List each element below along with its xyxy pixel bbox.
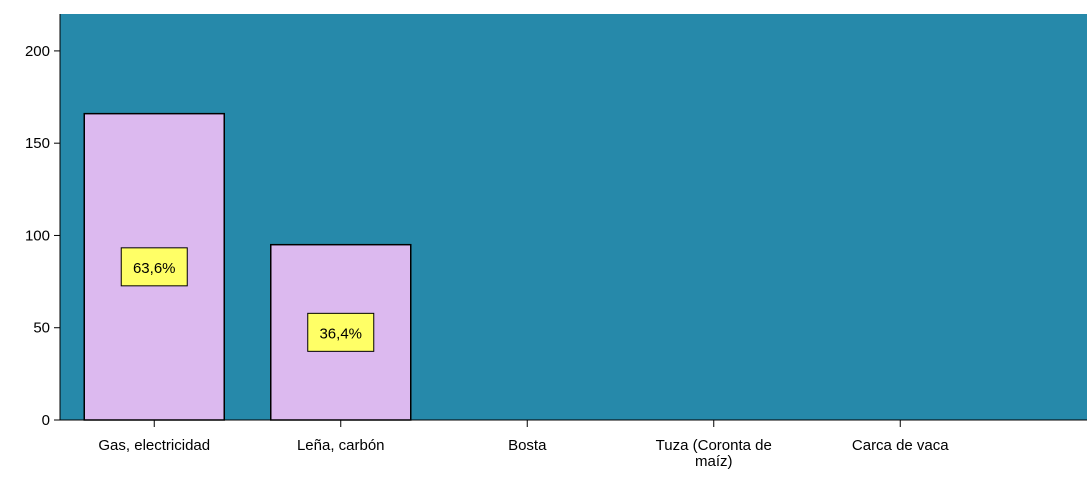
x-tick-label: Leña, carbón xyxy=(297,437,385,454)
y-axis: 0 50 100 150 200 xyxy=(25,14,61,429)
data-label: 36,4% xyxy=(319,325,362,342)
x-tick-label: Tuza (Coronta de maíz) xyxy=(656,437,772,470)
data-label-box xyxy=(307,312,375,352)
plot-area xyxy=(60,14,1087,420)
y-tick-label: 100 xyxy=(25,227,50,244)
y-tick-label: 0 xyxy=(42,412,50,429)
y-tick-label: 150 xyxy=(25,135,50,152)
data-label-box xyxy=(120,247,188,287)
y-tick-label: 200 xyxy=(25,43,50,60)
x-tick-label: Bosta xyxy=(508,437,547,454)
x-tick-label: Gas, electricidad xyxy=(98,437,210,454)
y-tick-label: 50 xyxy=(33,320,50,337)
x-axis: Gas, electricidad Leña, carbón Bosta Tuza (… xyxy=(60,419,1087,470)
data-labels-group: 63,6% 36,4% xyxy=(120,247,375,352)
x-tick-label: Carca de vaca xyxy=(852,437,949,454)
data-label: 63,6% xyxy=(133,260,176,277)
